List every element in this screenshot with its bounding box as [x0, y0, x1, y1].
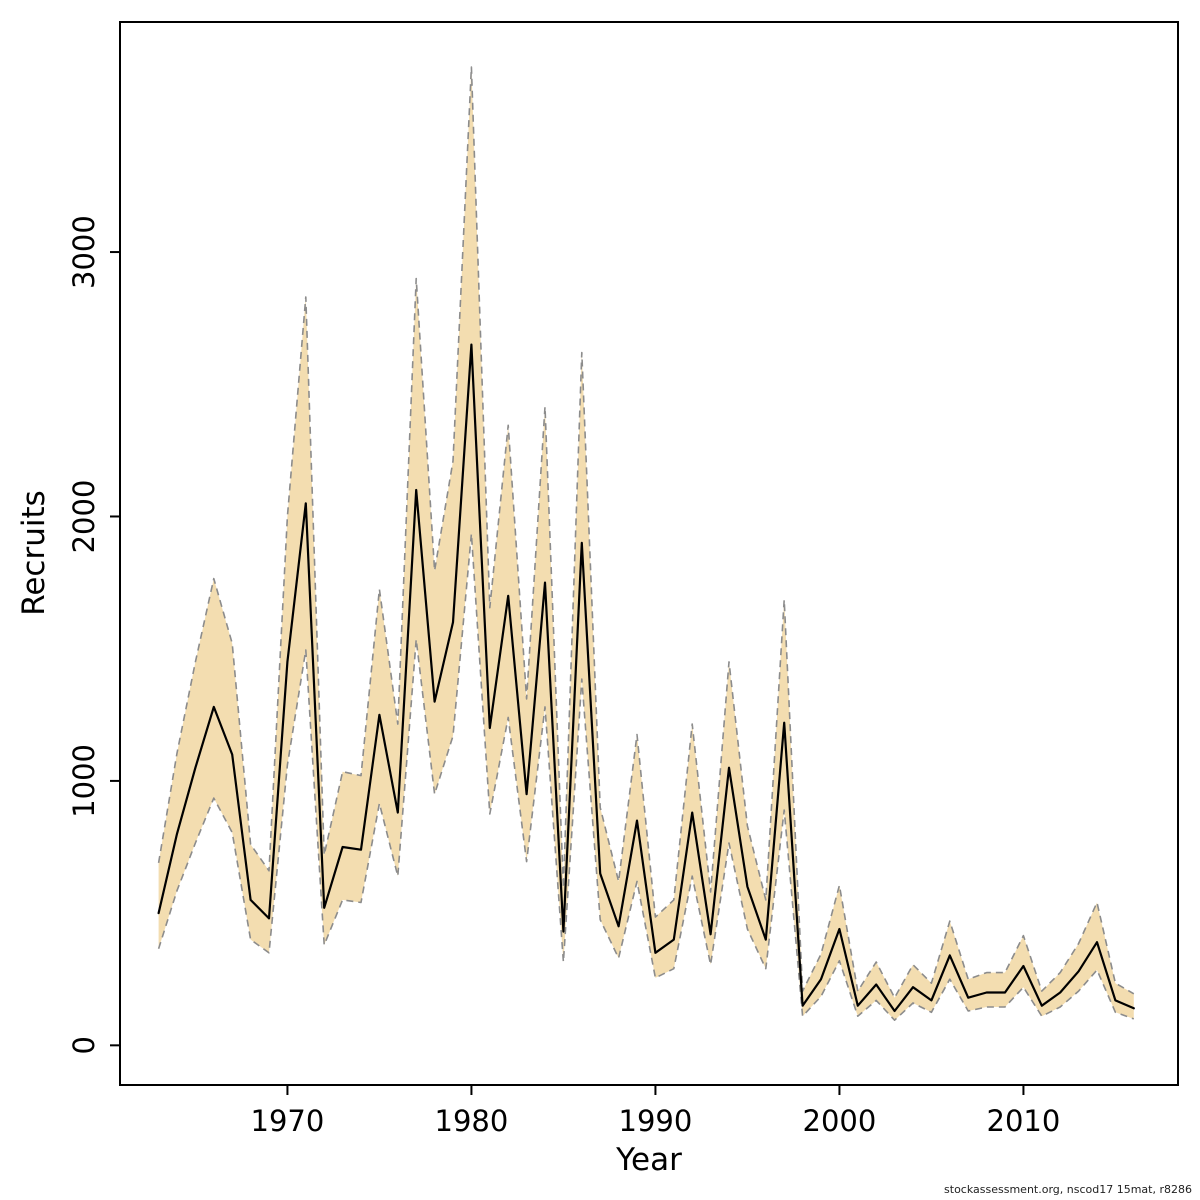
median-line: [157, 343, 1135, 1013]
y-axis-tick-label: 3000: [67, 215, 101, 289]
plot-frame: [119, 21, 1179, 1086]
x-axis-tick-label: 1980: [435, 1104, 509, 1138]
x-axis-tick-label: 1990: [619, 1104, 693, 1138]
x-axis-label: Year: [616, 1142, 682, 1178]
y-axis-tick-label: 0: [67, 1036, 101, 1054]
confidence-band: [158, 67, 1134, 1021]
watermark-text: stockassessment.org, nscod17 15mat, r828…: [944, 1183, 1192, 1196]
y-axis-label: Recruits: [16, 490, 52, 616]
y-axis-tick-label: 2000: [67, 480, 101, 554]
x-axis-tick-label: 2010: [987, 1104, 1061, 1138]
confidence-band-lower-edge: [157, 532, 1135, 1022]
x-axis-tick-label: 1970: [251, 1104, 325, 1138]
y-axis-tick-label: 1000: [67, 744, 101, 818]
x-axis-tick-label: 2000: [803, 1104, 877, 1138]
